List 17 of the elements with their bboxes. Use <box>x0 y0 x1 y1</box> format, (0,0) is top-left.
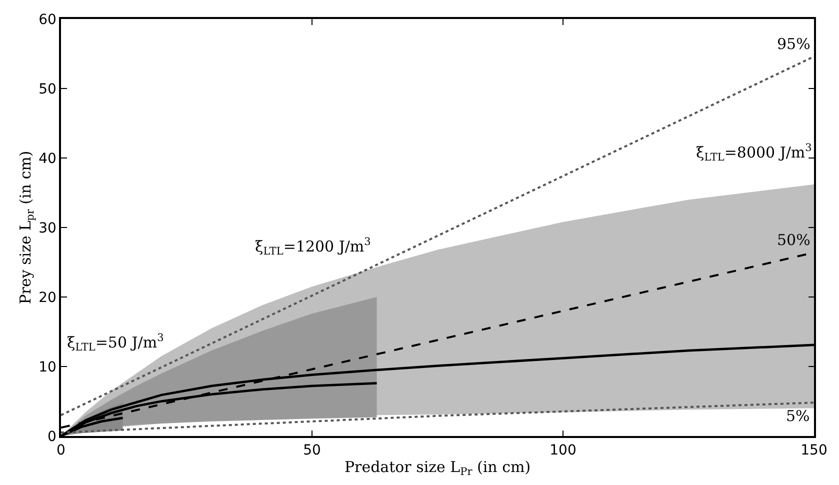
legend-label: 50% <box>777 231 810 249</box>
annotation: ξ$_{LTL}$=50 J/m$^{3}$ <box>67 332 164 354</box>
x-tick-label: 50 <box>303 442 321 459</box>
y-tick-label: 60 <box>38 12 56 28</box>
x-tick-label: 100 <box>550 442 576 459</box>
y-tick-label: 10 <box>38 359 56 376</box>
series-label: 5% <box>786 407 810 425</box>
y-tick-label: 40 <box>38 150 56 167</box>
y-tick-label: 50 <box>38 81 56 98</box>
y-tick-label: 20 <box>38 290 56 306</box>
x-tick-label: 150 <box>800 442 828 459</box>
x-axis-title: Predator size L$_{Pr}$ (in cm) <box>344 458 531 478</box>
y-tick-label: 30 <box>38 220 56 236</box>
annotation: ξ$_{LTL}$=8000 J/m$^{3}$ <box>696 142 812 164</box>
annotation: ξ$_{LTL}$=1200 J/m$^{3}$ <box>255 236 371 258</box>
y-tick-label: 0 <box>48 428 56 445</box>
series-label: 95% <box>777 35 810 53</box>
